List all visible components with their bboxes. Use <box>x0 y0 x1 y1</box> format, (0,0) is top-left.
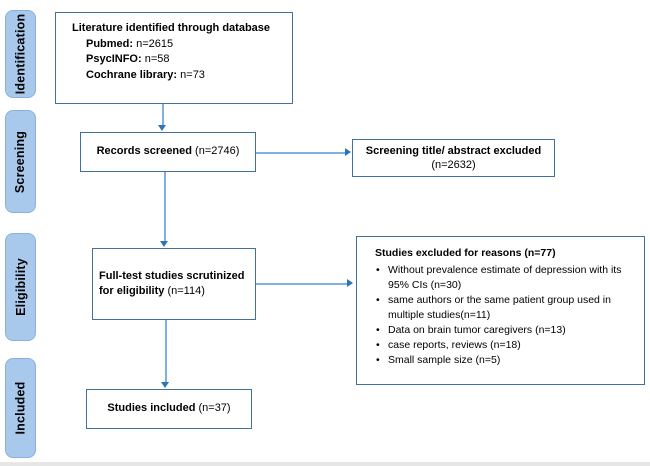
stage-label-eligibility: Eligibility <box>5 233 36 341</box>
stage-label-text: Screening <box>13 130 28 193</box>
exclusion-reason-item: Small sample size (n=5) <box>375 353 638 368</box>
arrow-line <box>256 283 348 285</box>
arrow-line <box>162 104 164 126</box>
stage-label-included: Included <box>5 358 36 458</box>
box-studies-excluded-reasons: Studies excluded for reasons (n=77) With… <box>356 236 645 385</box>
stage-label-text: Identification <box>13 13 28 95</box>
stage-label-text: Eligibility <box>13 258 28 316</box>
arrow-head-icon <box>161 382 169 388</box>
exclusion-reason-item: Data on brain tumor caregivers (n=13) <box>375 323 638 338</box>
database-count-row: Pubmed: n=2615 <box>86 37 174 50</box>
arrow-head-icon <box>347 279 353 287</box>
stage-label-text: Included <box>13 381 28 435</box>
exclusion-reason-list: Without prevalence estimate of depressio… <box>375 263 638 368</box>
box-text-line1: Screening title/ abstract excluded <box>365 144 542 157</box>
box-text: Records screened (n=2746) <box>96 145 240 158</box>
arrow-line <box>165 320 167 383</box>
box-title-abstract-excluded: Screening title/ abstract excluded (n=26… <box>352 139 555 177</box>
box-text-line1: Full-test studies scrutinized <box>99 270 245 282</box>
box-records-screened: Records screened (n=2746) <box>80 132 256 172</box>
database-count-row: PsycINFO: n=58 <box>86 53 170 65</box>
exclusion-reason-item: same authors or the same patient group u… <box>375 293 638 323</box>
arrow-line <box>164 172 166 242</box>
box-studies-included: Studies included (n=37) <box>86 389 252 429</box>
box-fulltext-scrutinized: Full-test studies scrutinized for eligib… <box>92 248 256 320</box>
arrow-line <box>256 152 346 154</box>
box-text-line2: for eligibility (n=114) <box>99 285 205 297</box>
box-title: Studies excluded for reasons (n=77) <box>375 247 556 259</box>
box-text: Studies included (n=37) <box>107 402 231 415</box>
figure-bottom-edge <box>0 462 650 466</box>
database-count-row: Cochrane library: n=73 <box>86 68 205 81</box>
stage-label-identification: Identification <box>5 10 36 98</box>
arrow-head-icon <box>160 241 168 247</box>
arrow-head-icon <box>345 148 351 156</box>
stage-label-screening: Screening <box>5 110 36 213</box>
box-text-line2: (n=2632) <box>431 159 476 171</box>
box-title: Literature identified through database <box>72 22 271 34</box>
arrow-head-icon <box>158 125 166 131</box>
box-literature-identified: Literature identified through database P… <box>55 12 293 104</box>
exclusion-reason-item: Without prevalence estimate of depressio… <box>375 263 638 293</box>
exclusion-reason-item: case reports, reviews (n=18) <box>375 338 638 353</box>
